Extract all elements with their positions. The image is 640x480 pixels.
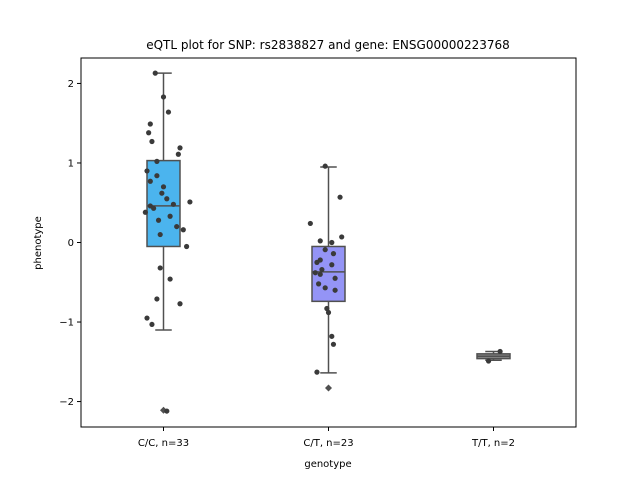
y-tick-label: −1 <box>59 318 74 329</box>
data-point <box>164 196 170 202</box>
data-point <box>322 285 328 291</box>
data-point <box>322 163 328 169</box>
data-point <box>167 213 173 219</box>
x-tick-label: C/C, n=33 <box>138 438 189 449</box>
data-point <box>144 168 150 174</box>
data-point <box>146 130 152 136</box>
y-axis-label: phenotype <box>33 216 44 270</box>
data-point <box>177 301 183 307</box>
data-point <box>152 70 158 76</box>
data-point <box>317 271 323 277</box>
data-point <box>147 178 153 184</box>
data-point <box>180 227 186 233</box>
x-tick-label: T/T, n=2 <box>471 438 515 449</box>
data-point <box>167 276 173 282</box>
data-point <box>142 209 148 215</box>
data-point <box>160 94 167 100</box>
data-point <box>330 341 337 347</box>
data-point <box>329 262 335 268</box>
data-point <box>164 408 170 414</box>
data-point <box>339 234 345 240</box>
data-point <box>157 265 163 271</box>
data-point <box>329 239 335 246</box>
data-point <box>149 138 155 145</box>
y-tick-label: 0 <box>68 238 74 249</box>
data-point <box>332 275 338 281</box>
plot-area: −2 −1 0 1 2 C/C, n=33 C/T, n=23 T/T, n=2 <box>59 57 577 449</box>
data-point <box>497 348 503 355</box>
data-point <box>177 145 183 151</box>
data-point <box>151 205 157 211</box>
data-point <box>317 238 323 244</box>
data-point <box>485 358 492 364</box>
outlier-marker <box>325 384 332 392</box>
x-axis-label: genotype <box>304 459 351 470</box>
data-point <box>154 296 160 302</box>
data-point <box>316 281 322 287</box>
chart-title: eQTL plot for SNP: rs2838827 and gene: E… <box>146 38 510 52</box>
data-point <box>187 199 193 205</box>
data-point <box>314 259 320 265</box>
data-point <box>149 321 155 328</box>
data-point <box>170 201 176 207</box>
data-point <box>337 194 343 200</box>
data-point <box>155 217 162 223</box>
data-point <box>160 184 167 190</box>
y-tick-label: 1 <box>68 158 74 169</box>
data-point <box>325 309 332 316</box>
data-point <box>324 305 330 312</box>
data-point <box>159 190 165 196</box>
data-point <box>329 333 335 339</box>
data-point <box>154 158 160 164</box>
data-point <box>147 121 153 127</box>
data-point <box>165 109 172 115</box>
data-point <box>314 369 320 375</box>
data-point <box>157 231 163 238</box>
data-point <box>332 287 338 293</box>
data-point <box>144 315 150 321</box>
data-point <box>330 251 337 257</box>
data-point <box>175 151 181 157</box>
data-point <box>322 247 328 253</box>
x-tick-label: C/T, n=23 <box>303 438 353 449</box>
data-point <box>307 220 313 227</box>
data-point <box>154 173 160 179</box>
data-point <box>184 243 190 250</box>
y-tick-label: 2 <box>68 79 74 90</box>
data-point <box>319 266 325 273</box>
data-point <box>312 270 318 276</box>
data-point <box>174 223 180 230</box>
y-tick-label: −2 <box>59 397 74 408</box>
